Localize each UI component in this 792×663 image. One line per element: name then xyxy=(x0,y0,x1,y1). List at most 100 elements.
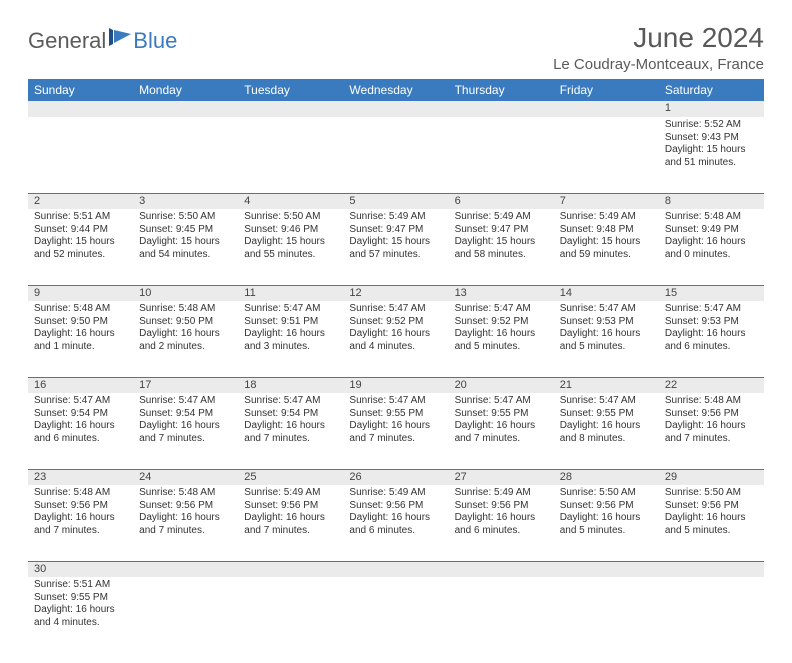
weekday-header: Wednesday xyxy=(343,79,448,101)
sunset-text: Sunset: 9:56 PM xyxy=(244,500,337,513)
day-number-cell: 20 xyxy=(449,377,554,393)
logo-text-blue: Blue xyxy=(133,28,177,54)
day-number-cell: 22 xyxy=(659,377,764,393)
sunrise-text: Sunrise: 5:49 AM xyxy=(455,487,548,500)
daylight-text: Daylight: 16 hours xyxy=(560,328,653,341)
day-cell: Sunrise: 5:47 AMSunset: 9:54 PMDaylight:… xyxy=(238,393,343,469)
weekday-header: Sunday xyxy=(28,79,133,101)
sunset-text: Sunset: 9:49 PM xyxy=(665,224,758,237)
day-number-cell: 12 xyxy=(343,285,448,301)
daylight-text: and 0 minutes. xyxy=(665,249,758,262)
day-number-cell: 24 xyxy=(133,469,238,485)
day-number-row: 1 xyxy=(28,101,764,117)
day-number-cell: 14 xyxy=(554,285,659,301)
day-info: Sunrise: 5:48 AMSunset: 9:56 PMDaylight:… xyxy=(659,393,764,448)
sunset-text: Sunset: 9:56 PM xyxy=(455,500,548,513)
day-info: Sunrise: 5:48 AMSunset: 9:49 PMDaylight:… xyxy=(659,209,764,264)
day-number-cell: 4 xyxy=(238,193,343,209)
daylight-text: Daylight: 16 hours xyxy=(34,420,127,433)
day-cell: Sunrise: 5:48 AMSunset: 9:56 PMDaylight:… xyxy=(28,485,133,561)
daylight-text: and 59 minutes. xyxy=(560,249,653,262)
daylight-text: and 6 minutes. xyxy=(34,433,127,446)
daylight-text: and 1 minute. xyxy=(34,341,127,354)
sunrise-text: Sunrise: 5:47 AM xyxy=(34,395,127,408)
day-number-row: 2345678 xyxy=(28,193,764,209)
daylight-text: Daylight: 16 hours xyxy=(244,420,337,433)
sunrise-text: Sunrise: 5:50 AM xyxy=(244,211,337,224)
day-cell: Sunrise: 5:47 AMSunset: 9:54 PMDaylight:… xyxy=(133,393,238,469)
page-subtitle: Le Coudray-Montceaux, France xyxy=(553,56,764,73)
day-number-cell xyxy=(133,101,238,117)
day-number-cell: 8 xyxy=(659,193,764,209)
daylight-text: and 5 minutes. xyxy=(665,525,758,538)
day-info: Sunrise: 5:48 AMSunset: 9:50 PMDaylight:… xyxy=(28,301,133,356)
day-number-cell: 3 xyxy=(133,193,238,209)
weekday-header: Saturday xyxy=(659,79,764,101)
weekday-header: Tuesday xyxy=(238,79,343,101)
daylight-text: and 5 minutes. xyxy=(455,341,548,354)
daylight-text: Daylight: 16 hours xyxy=(34,328,127,341)
day-content-row: Sunrise: 5:47 AMSunset: 9:54 PMDaylight:… xyxy=(28,393,764,469)
day-cell xyxy=(238,117,343,193)
daylight-text: and 7 minutes. xyxy=(665,433,758,446)
daylight-text: Daylight: 15 hours xyxy=(455,236,548,249)
sunrise-text: Sunrise: 5:47 AM xyxy=(455,303,548,316)
day-number-cell: 16 xyxy=(28,377,133,393)
day-number-cell xyxy=(554,561,659,577)
daylight-text: and 51 minutes. xyxy=(665,157,758,170)
sunset-text: Sunset: 9:53 PM xyxy=(560,316,653,329)
day-cell: Sunrise: 5:47 AMSunset: 9:55 PMDaylight:… xyxy=(449,393,554,469)
sunrise-text: Sunrise: 5:49 AM xyxy=(349,211,442,224)
day-info: Sunrise: 5:51 AMSunset: 9:44 PMDaylight:… xyxy=(28,209,133,264)
sunset-text: Sunset: 9:56 PM xyxy=(349,500,442,513)
day-cell: Sunrise: 5:52 AMSunset: 9:43 PMDaylight:… xyxy=(659,117,764,193)
day-number-cell: 21 xyxy=(554,377,659,393)
day-info: Sunrise: 5:48 AMSunset: 9:56 PMDaylight:… xyxy=(133,485,238,540)
daylight-text: Daylight: 15 hours xyxy=(665,144,758,157)
day-cell: Sunrise: 5:51 AMSunset: 9:44 PMDaylight:… xyxy=(28,209,133,285)
day-info: Sunrise: 5:51 AMSunset: 9:55 PMDaylight:… xyxy=(28,577,133,632)
day-number-cell: 28 xyxy=(554,469,659,485)
day-number-cell xyxy=(343,561,448,577)
day-info: Sunrise: 5:47 AMSunset: 9:52 PMDaylight:… xyxy=(343,301,448,356)
sunset-text: Sunset: 9:53 PM xyxy=(665,316,758,329)
day-info: Sunrise: 5:47 AMSunset: 9:53 PMDaylight:… xyxy=(659,301,764,356)
day-number-cell: 9 xyxy=(28,285,133,301)
sunset-text: Sunset: 9:56 PM xyxy=(560,500,653,513)
day-cell xyxy=(554,577,659,653)
daylight-text: and 8 minutes. xyxy=(560,433,653,446)
sunrise-text: Sunrise: 5:47 AM xyxy=(560,395,653,408)
daylight-text: and 7 minutes. xyxy=(139,433,232,446)
day-cell: Sunrise: 5:47 AMSunset: 9:52 PMDaylight:… xyxy=(449,301,554,377)
day-info: Sunrise: 5:49 AMSunset: 9:48 PMDaylight:… xyxy=(554,209,659,264)
sunrise-text: Sunrise: 5:49 AM xyxy=(244,487,337,500)
day-info: Sunrise: 5:47 AMSunset: 9:52 PMDaylight:… xyxy=(449,301,554,356)
day-number-cell xyxy=(133,561,238,577)
day-cell: Sunrise: 5:47 AMSunset: 9:54 PMDaylight:… xyxy=(28,393,133,469)
day-cell: Sunrise: 5:47 AMSunset: 9:53 PMDaylight:… xyxy=(659,301,764,377)
daylight-text: Daylight: 16 hours xyxy=(665,236,758,249)
daylight-text: Daylight: 16 hours xyxy=(455,512,548,525)
day-number-cell: 25 xyxy=(238,469,343,485)
daylight-text: Daylight: 16 hours xyxy=(244,512,337,525)
sunrise-text: Sunrise: 5:51 AM xyxy=(34,579,127,592)
day-number-cell: 10 xyxy=(133,285,238,301)
sunrise-text: Sunrise: 5:47 AM xyxy=(349,303,442,316)
sunrise-text: Sunrise: 5:47 AM xyxy=(349,395,442,408)
day-cell: Sunrise: 5:47 AMSunset: 9:55 PMDaylight:… xyxy=(554,393,659,469)
day-number-cell: 19 xyxy=(343,377,448,393)
day-number-cell: 7 xyxy=(554,193,659,209)
day-number-cell: 26 xyxy=(343,469,448,485)
sunrise-text: Sunrise: 5:51 AM xyxy=(34,211,127,224)
day-number-cell xyxy=(659,561,764,577)
day-info: Sunrise: 5:50 AMSunset: 9:45 PMDaylight:… xyxy=(133,209,238,264)
day-cell xyxy=(28,117,133,193)
day-cell xyxy=(449,117,554,193)
sunset-text: Sunset: 9:55 PM xyxy=(349,408,442,421)
sunrise-text: Sunrise: 5:48 AM xyxy=(34,487,127,500)
day-info: Sunrise: 5:49 AMSunset: 9:56 PMDaylight:… xyxy=(449,485,554,540)
sunrise-text: Sunrise: 5:47 AM xyxy=(244,303,337,316)
sunrise-text: Sunrise: 5:50 AM xyxy=(139,211,232,224)
sunrise-text: Sunrise: 5:48 AM xyxy=(665,211,758,224)
day-number-cell: 18 xyxy=(238,377,343,393)
